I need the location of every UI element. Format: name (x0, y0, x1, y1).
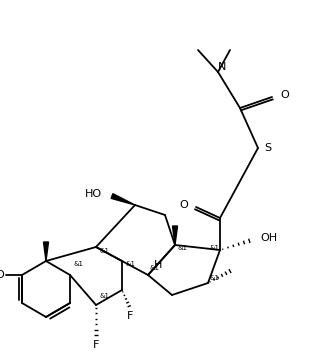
Text: &1: &1 (125, 261, 135, 267)
Polygon shape (44, 242, 49, 261)
Text: &1: &1 (100, 293, 110, 299)
Polygon shape (111, 194, 135, 205)
Polygon shape (173, 226, 177, 245)
Text: O: O (280, 90, 289, 100)
Text: &1: &1 (178, 245, 188, 251)
Text: &1: &1 (74, 261, 84, 267)
Text: S: S (264, 143, 271, 153)
Text: OH: OH (260, 233, 277, 243)
Text: F: F (93, 340, 99, 350)
Text: HO: HO (85, 189, 102, 199)
Text: O: O (179, 200, 188, 210)
Text: &1: &1 (150, 265, 160, 271)
Text: &1: &1 (100, 248, 110, 254)
Text: O: O (0, 270, 4, 280)
Text: H: H (154, 260, 162, 270)
Text: &1: &1 (210, 275, 220, 281)
Text: F: F (127, 311, 133, 321)
Text: N: N (218, 62, 226, 72)
Text: &1: &1 (210, 245, 220, 251)
